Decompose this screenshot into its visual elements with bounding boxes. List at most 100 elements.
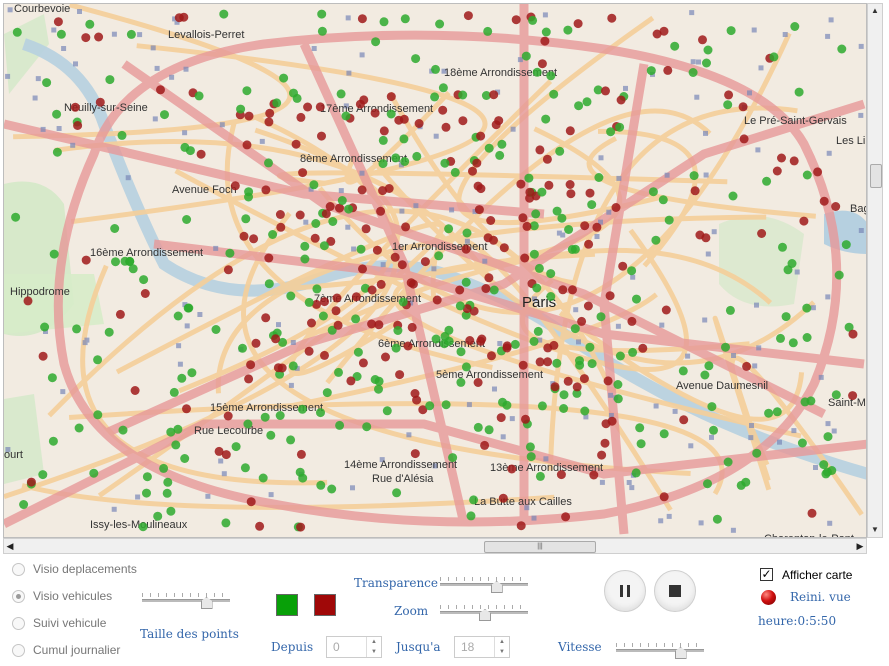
red-vehicle-point [390, 252, 400, 262]
pause-button[interactable] [604, 570, 646, 612]
red-vehicle-point [367, 285, 377, 295]
red-vehicle-point [616, 95, 626, 105]
depuis-spinner[interactable]: 0 ▲ ▼ [326, 636, 382, 658]
red-vehicle-point [777, 153, 786, 163]
road-marker [685, 353, 691, 359]
jusqua-spinner[interactable]: 18 ▲ ▼ [454, 636, 510, 658]
road-marker [576, 339, 581, 345]
paris-map[interactable]: Courbevoie Levallois-Perret 18ème Arrondis… [4, 4, 867, 538]
slider-knob[interactable] [479, 609, 491, 621]
red-vehicle-point [310, 233, 320, 243]
vehicle-points [11, 9, 858, 532]
road-marker [346, 70, 352, 76]
green-vehicle-point [425, 401, 435, 411]
spin-up-icon[interactable]: ▲ [499, 639, 505, 645]
red-vehicle-point [214, 446, 224, 456]
red-vehicle-point [507, 464, 517, 474]
green-vehicle-point [52, 147, 62, 157]
green-vehicle-point [466, 511, 476, 521]
scroll-left-arrow-icon[interactable]: ◀ [6, 541, 14, 551]
red-vehicle-point [819, 196, 829, 206]
map-horizontal-scrollbar[interactable]: ◀ ||| ▶ [3, 538, 867, 554]
green-vehicle-point [126, 29, 136, 39]
green-vehicle-point [535, 471, 545, 481]
green-vehicle-point [177, 373, 187, 383]
red-vehicle-point [246, 497, 256, 507]
afficher-carte-checkbox[interactable]: ✓ [760, 567, 773, 581]
spin-down-icon[interactable]: ▼ [371, 649, 377, 655]
green-vehicle-point [532, 283, 542, 293]
radio-button[interactable] [12, 616, 25, 630]
green-vehicle-point [473, 422, 483, 432]
slider-knob[interactable] [200, 597, 213, 609]
road-marker [542, 12, 548, 18]
stop-button[interactable] [654, 570, 696, 612]
map-viewport[interactable]: Courbevoie Levallois-Perret 18ème Arrondis… [3, 3, 867, 538]
red-vehicle-point [357, 185, 367, 195]
red-vehicle-point [600, 438, 610, 448]
radio-button-selected[interactable] [12, 589, 25, 603]
red-vehicle-point [521, 414, 530, 424]
scroll-up-arrow-icon[interactable]: ▲ [871, 6, 879, 15]
green-vehicle-point [322, 388, 332, 398]
green-color-swatch[interactable] [276, 594, 298, 616]
road-marker [608, 413, 614, 418]
spin-up-icon[interactable]: ▲ [371, 639, 377, 645]
road-marker [303, 219, 309, 225]
spin-down-icon[interactable]: ▼ [499, 649, 505, 655]
mode-suivi-vehicule[interactable]: Suivi vehicule [12, 616, 106, 630]
mode-visio-vehicules[interactable]: Visio vehicules [12, 589, 112, 603]
green-vehicle-point [781, 312, 791, 322]
road-marker [343, 103, 349, 109]
green-vehicle-point [580, 406, 590, 416]
road-marker [219, 122, 225, 128]
red-vehicle-point [757, 229, 767, 238]
road-marker [782, 32, 788, 37]
scroll-right-arrow-icon[interactable]: ▶ [856, 541, 864, 551]
reset-view-button[interactable]: Reini. vue [790, 590, 851, 604]
green-vehicle-point [613, 394, 623, 404]
road-marker [616, 175, 622, 181]
mode-visio-deplacements[interactable]: Visio deplacements [12, 562, 137, 576]
green-vehicle-point [627, 266, 637, 276]
zoom-slider[interactable] [440, 605, 528, 621]
green-vehicle-point [335, 420, 345, 430]
road-marker [696, 59, 701, 65]
map-vertical-scrollbar[interactable]: ▲ ▼ [867, 3, 883, 538]
radio-button[interactable] [12, 562, 25, 576]
road-marker [213, 245, 219, 251]
slider-knob[interactable] [674, 647, 687, 659]
road-marker [268, 492, 274, 498]
red-vehicle-point [407, 322, 417, 332]
reset-view-ball-icon[interactable] [761, 590, 776, 605]
road-marker [61, 46, 67, 51]
red-vehicle-point [296, 112, 306, 122]
slider-knob[interactable] [490, 581, 503, 593]
mode-cumul-journalier[interactable]: Cumul journalier [12, 643, 120, 657]
road-marker [826, 150, 832, 156]
green-vehicle-point [219, 9, 229, 19]
heure-value: 0:5:50 [797, 614, 837, 628]
map-label: 18ème Arrondissement [444, 67, 557, 79]
green-vehicle-point [105, 75, 115, 85]
green-vehicle-point [40, 322, 50, 332]
radio-button[interactable] [12, 643, 25, 657]
transparence-slider[interactable] [440, 577, 528, 593]
scroll-down-arrow-icon[interactable]: ▼ [871, 525, 879, 534]
horizontal-scroll-thumb[interactable]: ||| [484, 541, 596, 553]
red-vehicle-point [601, 419, 611, 429]
vitesse-slider[interactable] [616, 643, 704, 659]
road-marker [125, 175, 131, 181]
green-vehicle-point [236, 104, 246, 114]
red-vehicle-point [386, 92, 396, 102]
green-vehicle-point [703, 479, 712, 489]
green-vehicle-point [353, 347, 363, 357]
green-vehicle-point [341, 111, 351, 121]
vertical-scroll-thumb[interactable] [870, 164, 882, 188]
green-vehicle-point [537, 401, 547, 411]
red-color-swatch[interactable] [314, 594, 336, 616]
red-vehicle-point [661, 305, 671, 315]
point-size-slider[interactable] [142, 593, 230, 609]
red-vehicle-point [223, 411, 233, 421]
road-marker [653, 403, 659, 409]
